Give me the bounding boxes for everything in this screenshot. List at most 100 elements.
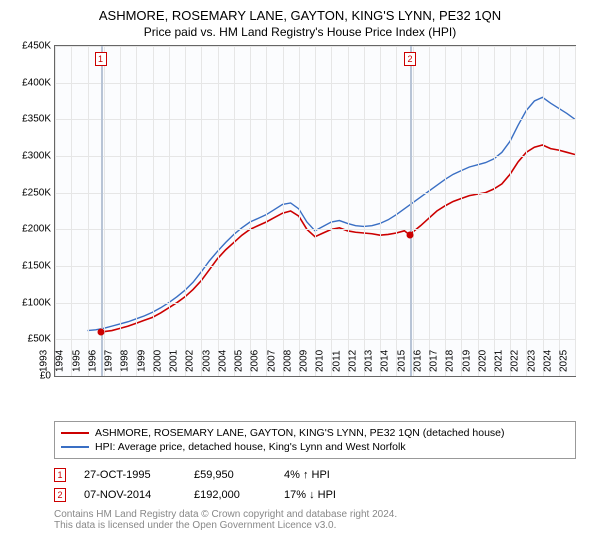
attribution-line: This data is licensed under the Open Gov… xyxy=(54,520,576,531)
xtick-label: 1998 xyxy=(120,350,131,376)
sale-badge: 1 xyxy=(54,468,66,482)
xtick-label: 2025 xyxy=(559,350,570,376)
xtick-label: 2007 xyxy=(266,350,277,376)
sale-dot xyxy=(97,329,104,336)
sale-date: 27-OCT-1995 xyxy=(84,469,176,481)
gridline-v xyxy=(315,46,316,376)
xtick-label: 2015 xyxy=(396,350,407,376)
xtick-label: 2021 xyxy=(494,350,505,376)
gridline-v xyxy=(136,46,137,376)
xtick-label: 2006 xyxy=(250,350,261,376)
xtick-label: 1996 xyxy=(87,350,98,376)
xtick-label: 2009 xyxy=(299,350,310,376)
sales-list: 1 27-OCT-1995 £59,950 4% ↑ HPI 2 07-NOV-… xyxy=(54,465,576,505)
xtick-label: 2020 xyxy=(477,350,488,376)
xtick-label: 2024 xyxy=(542,350,553,376)
xtick-label: 2023 xyxy=(526,350,537,376)
ytick-label: £200K xyxy=(22,224,55,235)
sale-diff: 4% ↑ HPI xyxy=(284,469,330,481)
sale-row: 1 27-OCT-1995 £59,950 4% ↑ HPI xyxy=(54,465,576,485)
sale-dot xyxy=(407,232,414,239)
xtick-label: 1997 xyxy=(104,350,115,376)
xtick-label: 1994 xyxy=(55,350,66,376)
gridline-v xyxy=(104,46,105,376)
xtick-label: 2008 xyxy=(282,350,293,376)
gridline-v xyxy=(299,46,300,376)
xtick-label: 2005 xyxy=(234,350,245,376)
sale-vline xyxy=(101,46,103,376)
xtick-label: 2000 xyxy=(152,350,163,376)
gridline-v xyxy=(413,46,414,376)
chart-title: ASHMORE, ROSEMARY LANE, GAYTON, KING'S L… xyxy=(10,8,590,23)
gridline-v xyxy=(331,46,332,376)
xtick-label: 2014 xyxy=(380,350,391,376)
sale-marker-badge: 1 xyxy=(95,52,107,66)
xtick-label: 2001 xyxy=(169,350,180,376)
gridline-v xyxy=(461,46,462,376)
attribution-line: Contains HM Land Registry data © Crown c… xyxy=(54,509,576,520)
gridline-v xyxy=(543,46,544,376)
xtick-label: 2016 xyxy=(412,350,423,376)
legend-row-hpi: HPI: Average price, detached house, King… xyxy=(61,440,569,454)
ytick-label: £100K xyxy=(22,297,55,308)
gridline-v xyxy=(185,46,186,376)
plot-area: £0£50K£100K£150K£200K£250K£300K£350K£400… xyxy=(54,45,576,415)
sale-vline xyxy=(410,46,412,376)
sale-date: 07-NOV-2014 xyxy=(84,489,176,501)
xtick-label: 2013 xyxy=(364,350,375,376)
gridline-v xyxy=(201,46,202,376)
xtick-label: 1999 xyxy=(136,350,147,376)
sale-badge: 2 xyxy=(54,488,66,502)
ytick-label: £50K xyxy=(28,334,55,345)
gridline-v xyxy=(494,46,495,376)
xtick-label: 1993 xyxy=(39,350,50,376)
chart-container: ASHMORE, ROSEMARY LANE, GAYTON, KING'S L… xyxy=(0,0,600,560)
sale-diff: 17% ↓ HPI xyxy=(284,489,336,501)
gridline-v xyxy=(478,46,479,376)
gridline-v xyxy=(169,46,170,376)
xtick-label: 2022 xyxy=(510,350,521,376)
legend-swatch-hpi xyxy=(61,446,89,448)
legend-swatch-property xyxy=(61,432,89,434)
xtick-label: 2019 xyxy=(461,350,472,376)
gridline-v xyxy=(526,46,527,376)
ytick-label: £250K xyxy=(22,187,55,198)
gridline-v xyxy=(396,46,397,376)
gridline-v xyxy=(429,46,430,376)
sale-row: 2 07-NOV-2014 £192,000 17% ↓ HPI xyxy=(54,485,576,505)
xtick-label: 1995 xyxy=(71,350,82,376)
legend: ASHMORE, ROSEMARY LANE, GAYTON, KING'S L… xyxy=(54,421,576,459)
gridline-v xyxy=(55,46,56,376)
xtick-label: 2010 xyxy=(315,350,326,376)
xtick-label: 2017 xyxy=(429,350,440,376)
xtick-label: 2004 xyxy=(217,350,228,376)
gridline-v xyxy=(445,46,446,376)
chart-subtitle: Price paid vs. HM Land Registry's House … xyxy=(10,25,590,39)
gridline-v xyxy=(266,46,267,376)
gridline-v xyxy=(364,46,365,376)
gridline-v xyxy=(559,46,560,376)
ytick-label: £350K xyxy=(22,114,55,125)
xtick-label: 2012 xyxy=(347,350,358,376)
gridline-v xyxy=(153,46,154,376)
gridline-v xyxy=(250,46,251,376)
gridline-v xyxy=(575,46,576,376)
series-line xyxy=(101,145,576,332)
gridline-v xyxy=(71,46,72,376)
xtick-label: 2002 xyxy=(185,350,196,376)
gridline-v xyxy=(510,46,511,376)
gridline-v xyxy=(234,46,235,376)
gridline-v xyxy=(380,46,381,376)
attribution: Contains HM Land Registry data © Crown c… xyxy=(54,505,576,531)
legend-row-property: ASHMORE, ROSEMARY LANE, GAYTON, KING'S L… xyxy=(61,426,569,440)
gridline-v xyxy=(348,46,349,376)
ytick-label: £450K xyxy=(22,41,55,52)
ytick-label: £400K xyxy=(22,77,55,88)
legend-label-hpi: HPI: Average price, detached house, King… xyxy=(95,441,406,453)
gridline-v xyxy=(218,46,219,376)
sale-price: £59,950 xyxy=(194,469,266,481)
xtick-label: 2018 xyxy=(445,350,456,376)
xtick-label: 2003 xyxy=(201,350,212,376)
sale-price: £192,000 xyxy=(194,489,266,501)
gridline-v xyxy=(120,46,121,376)
